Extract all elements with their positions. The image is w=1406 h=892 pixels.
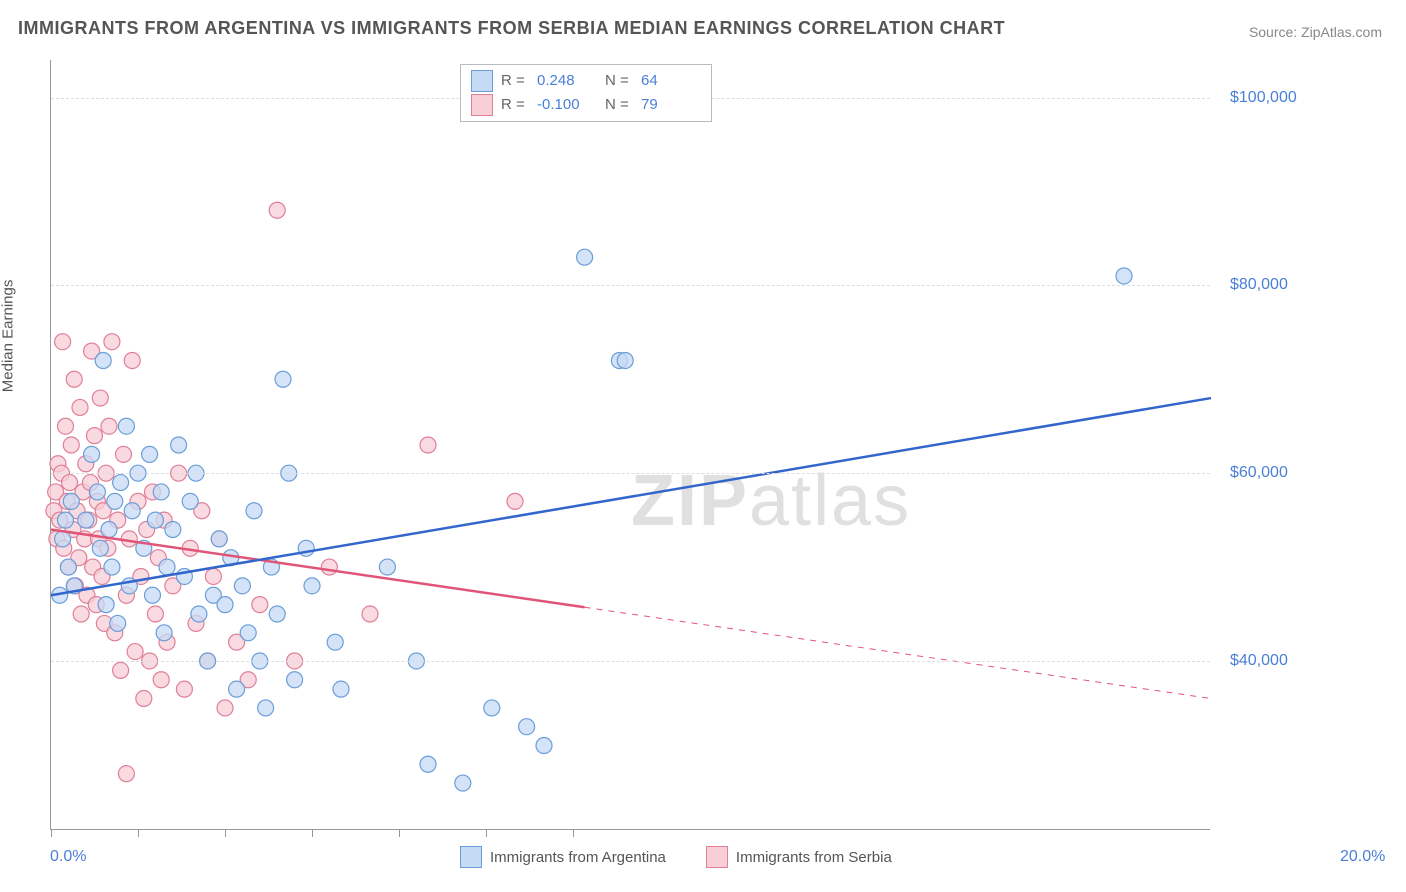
x-tick-right: 20.0% <box>1340 848 1385 866</box>
plot-area: ZIPatlas <box>50 60 1210 830</box>
swatch-serbia-icon <box>471 94 493 116</box>
legend-stats-row-argentina: R =0.248 N =64 <box>471 69 701 93</box>
swatch-argentina-icon <box>460 846 482 868</box>
y-tick-label: $100,000 <box>1230 89 1297 107</box>
y-tick-label: $60,000 <box>1230 464 1288 482</box>
chart-title: IMMIGRANTS FROM ARGENTINA VS IMMIGRANTS … <box>18 18 1005 39</box>
legend-item-serbia: Immigrants from Serbia <box>706 846 892 868</box>
legend-item-argentina: Immigrants from Argentina <box>460 846 666 868</box>
y-tick-label: $80,000 <box>1230 276 1288 294</box>
legend-series: Immigrants from Argentina Immigrants fro… <box>460 846 892 868</box>
swatch-serbia-icon <box>706 846 728 868</box>
y-axis-label: Median Earnings <box>0 280 17 393</box>
legend-stats: R =0.248 N =64 R =-0.100 N =79 <box>460 64 712 122</box>
plot-svg <box>51 60 1210 829</box>
y-tick-label: $40,000 <box>1230 652 1288 670</box>
legend-stats-row-serbia: R =-0.100 N =79 <box>471 93 701 117</box>
source-text: Source: ZipAtlas.com <box>1249 24 1382 40</box>
swatch-argentina-icon <box>471 70 493 92</box>
x-tick-left: 0.0% <box>50 848 86 866</box>
